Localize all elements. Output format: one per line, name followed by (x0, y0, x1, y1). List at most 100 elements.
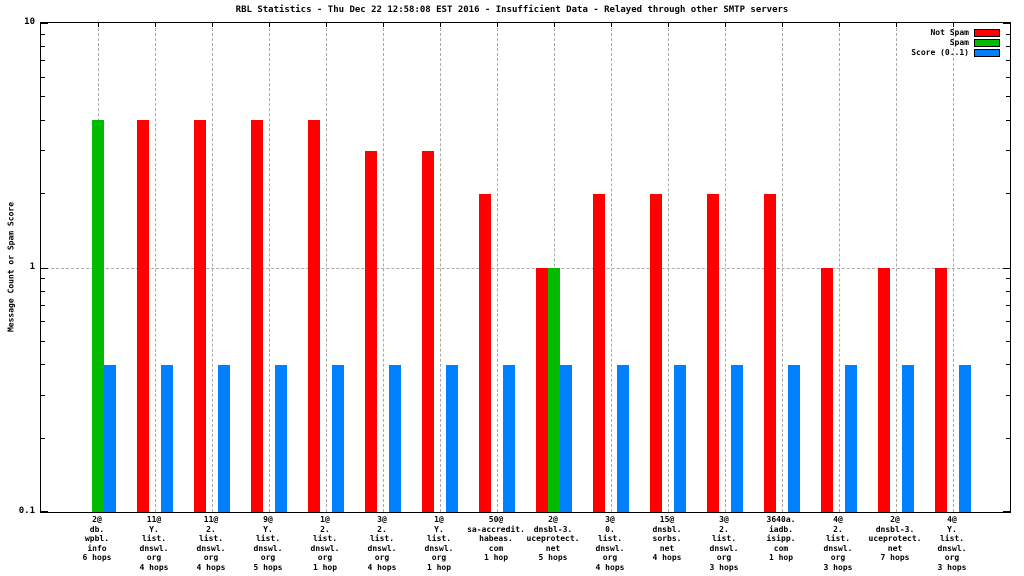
y-minor-tick-right (1006, 437, 1010, 439)
x-tick-label: 4@ 2. list. dnswl. org 3 hops (823, 515, 853, 572)
x-tick-label: 50@ sa-accredit. habeas. com 1 hop (467, 515, 525, 562)
bar-not-spam (764, 193, 776, 512)
bar-not-spam (935, 267, 947, 512)
y-minor-tick-left (41, 119, 45, 121)
x-tick-label: 1@ Y. list. dnswl. org 1 hop (424, 515, 454, 572)
bar-score (674, 364, 686, 512)
x-tick-label: 3@ 2. list. dnswl. org 4 hops (367, 515, 397, 572)
bar-score (845, 364, 857, 512)
legend-swatch-score (974, 48, 1000, 57)
bar-not-spam (479, 193, 491, 512)
y-minor-tick-right (1006, 394, 1010, 396)
y-major-tick-right (1003, 267, 1010, 269)
bar-score (332, 364, 344, 512)
bar-not-spam (422, 150, 434, 512)
x-tick-top (211, 23, 213, 27)
y-minor-tick-left (41, 340, 45, 342)
x-tick-label: 15@ dnsbl. sorbs. net 4 hops (652, 515, 682, 562)
y-minor-tick-left (41, 33, 45, 35)
y-major-tick-left (41, 23, 48, 24)
y-minor-tick-right (1006, 150, 1010, 152)
x-tick-top (97, 23, 99, 27)
bar-not-spam (308, 120, 320, 512)
legend-row-score: Score (0..1) (911, 48, 1000, 57)
y-minor-tick-right (1006, 321, 1010, 323)
x-tick-top (325, 23, 327, 27)
chart-title: RBL Statistics - Thu Dec 22 12:58:08 EST… (235, 5, 789, 15)
y-minor-tick-right (1006, 60, 1010, 62)
x-tick-top (439, 23, 441, 27)
y-minor-tick-right (1006, 340, 1010, 342)
x-tick-top (268, 23, 270, 27)
x-tick-label: 11@ Y. list. dnswl. org 4 hops (139, 515, 169, 572)
y-minor-tick-left (41, 46, 45, 48)
y-minor-tick-left (41, 394, 45, 396)
bar-score (161, 364, 173, 512)
x-tick-label: 3@ 2. list. dnswl. org 3 hops (709, 515, 739, 572)
bar-score (446, 364, 458, 512)
legend-swatch-not-spam (974, 28, 1000, 37)
x-tick-top (667, 23, 669, 27)
y-major-tick-right (1003, 511, 1010, 512)
y-minor-tick-left (41, 437, 45, 439)
bar-spam (92, 120, 104, 512)
x-tick-top (781, 23, 783, 27)
y-minor-tick-left (41, 290, 45, 292)
x-tick-label: 3@ 0. list. dnswl. org 4 hops (595, 515, 625, 572)
y-minor-tick-left (41, 60, 45, 62)
y-minor-tick-left (41, 150, 45, 152)
y-minor-tick-right (1006, 76, 1010, 78)
bar-not-spam (878, 267, 890, 512)
y-minor-tick-right (1006, 278, 1010, 280)
legend-swatch-spam (974, 38, 1000, 47)
x-tick-label: 11@ 2. list. dnswl. org 4 hops (196, 515, 226, 572)
x-tick-label: 2@ db. wpbl. info 6 hops (82, 515, 112, 562)
bar-not-spam (194, 120, 206, 512)
bar-spam (548, 267, 560, 512)
bar-not-spam (251, 120, 263, 512)
x-tick-top (952, 23, 954, 27)
x-tick-top (154, 23, 156, 27)
x-tick-top (838, 23, 840, 27)
bar-score (503, 364, 515, 512)
x-tick-label: 1@ 2. list. dnswl. org 1 hop (310, 515, 340, 572)
y-tick-label-10: 10 (24, 17, 35, 27)
x-tick-top (382, 23, 384, 27)
legend-label-not-spam: Not Spam (930, 28, 969, 37)
plot-area: Not Spam Spam Score (0..1) (40, 22, 1011, 513)
bar-score (104, 364, 116, 512)
legend-label-spam: Spam (949, 38, 969, 47)
bar-score (788, 364, 800, 512)
y-minor-tick-left (41, 304, 45, 306)
y-minor-tick-right (1006, 46, 1010, 48)
y-major-tick-right (1003, 23, 1010, 24)
bar-not-spam (137, 120, 149, 512)
bar-score (959, 364, 971, 512)
x-tick-top (496, 23, 498, 27)
y-major-tick-left (41, 267, 48, 269)
legend-label-score: Score (0..1) (911, 48, 969, 57)
x-tick-label: 3640a. iadb. isipp. com 1 hop (766, 515, 796, 562)
x-tick-top (610, 23, 612, 27)
horizontal-gridline-1 (41, 267, 1010, 269)
y-minor-tick-right (1006, 193, 1010, 195)
bar-not-spam (365, 150, 377, 512)
y-tick-label-0.1: 0.1 (18, 506, 35, 516)
legend-row-not-spam: Not Spam (911, 28, 1000, 37)
bar-score (617, 364, 629, 512)
x-tick-top (724, 23, 726, 27)
bar-score (389, 364, 401, 512)
y-minor-tick-right (1006, 290, 1010, 292)
y-minor-tick-left (41, 278, 45, 280)
y-minor-tick-right (1006, 364, 1010, 366)
bar-not-spam (536, 267, 548, 512)
y-tick-label-1: 1 (29, 262, 35, 272)
y-minor-tick-left (41, 76, 45, 78)
x-tick-label: 4@ Y. list. dnswl. org 3 hops (937, 515, 967, 572)
bar-score (275, 364, 287, 512)
bar-score (218, 364, 230, 512)
y-minor-tick-right (1006, 33, 1010, 35)
x-tick-label: 2@ dnsbl-3. uceprotect. net 7 hops (868, 515, 922, 562)
y-minor-tick-left (41, 96, 45, 98)
